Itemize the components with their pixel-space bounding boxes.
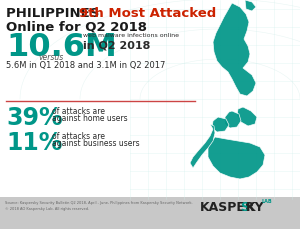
Text: Online for Q2 2018: Online for Q2 2018 [6, 20, 147, 33]
Polygon shape [225, 111, 241, 128]
Text: 5.6M in Q1 2018 and 3.1M in Q2 2017: 5.6M in Q1 2018 and 3.1M in Q2 2017 [6, 61, 165, 70]
Text: Source: Kaspersky Security Bulletin Q2 2018, April - June, Philippines from Kasp: Source: Kaspersky Security Bulletin Q2 2… [5, 201, 193, 205]
Polygon shape [245, 0, 256, 11]
Text: PHILIPPINES: PHILIPPINES [6, 7, 104, 20]
Polygon shape [212, 117, 229, 132]
Text: of attacks are: of attacks are [52, 107, 105, 116]
Text: KY: KY [246, 201, 265, 214]
Text: S: S [240, 201, 249, 214]
Text: 10.6M: 10.6M [6, 32, 117, 63]
Bar [0, 197, 300, 229]
Text: against business users: against business users [52, 139, 140, 148]
Text: web malware infections online: web malware infections online [83, 33, 179, 38]
Polygon shape [208, 137, 265, 179]
Text: KASPER: KASPER [200, 201, 256, 214]
Text: 11%: 11% [6, 131, 62, 155]
Text: 9th Most Attacked: 9th Most Attacked [79, 7, 216, 20]
Polygon shape [213, 3, 256, 96]
Text: LAB: LAB [262, 199, 273, 204]
Text: of attacks are: of attacks are [52, 132, 105, 141]
Polygon shape [237, 107, 257, 126]
Text: 39%: 39% [6, 106, 63, 130]
Text: © 2018 AO Kaspersky Lab. All rights reserved.: © 2018 AO Kaspersky Lab. All rights rese… [5, 207, 89, 211]
Polygon shape [190, 124, 215, 168]
Text: against home users: against home users [52, 114, 128, 123]
Text: versus: versus [38, 53, 63, 62]
Text: in Q2 2018: in Q2 2018 [83, 41, 150, 51]
